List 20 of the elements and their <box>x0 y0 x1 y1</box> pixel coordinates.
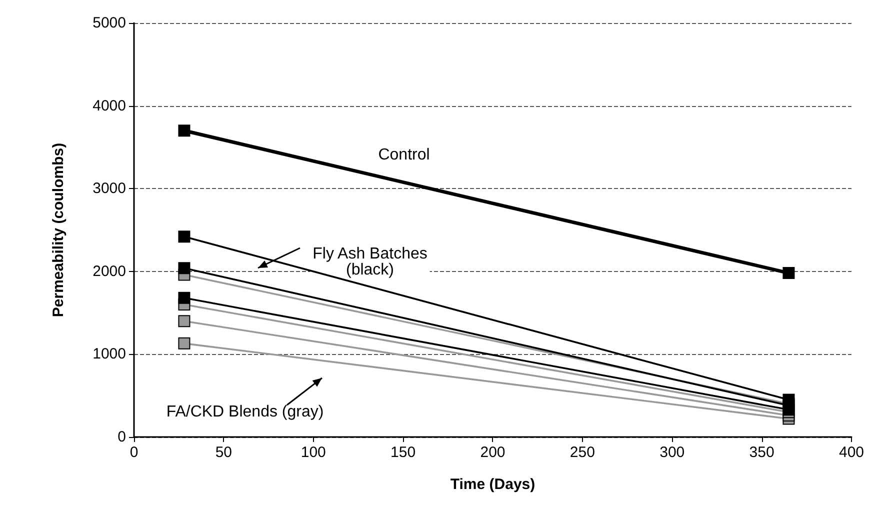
x-tick-label: 50 <box>215 444 232 461</box>
x-tick-label: 400 <box>838 444 864 461</box>
x-tick-label: 100 <box>300 444 326 461</box>
x-tick-label: 150 <box>390 444 416 461</box>
y-tick-label: 4000 <box>92 97 126 114</box>
annotation: Control <box>378 146 430 164</box>
x-tick-label: 250 <box>570 444 595 461</box>
x-axis-title: Time (Days) <box>450 476 536 493</box>
y-tick-label: 2000 <box>92 262 126 280</box>
annotation: FA/CKD Blends (gray) <box>166 404 324 420</box>
x-tick-label: 200 <box>480 444 506 461</box>
x-tick-label: 0 <box>130 444 138 461</box>
y-tick-label: 3000 <box>92 180 126 198</box>
x-tick-label: 350 <box>749 444 774 461</box>
y-tick-label: 5000 <box>92 14 126 32</box>
y-tick-label: 0 <box>118 428 126 446</box>
x-tick-label: 300 <box>660 444 685 461</box>
y-tick-label: 1000 <box>92 346 126 363</box>
y-axis-title: Permeability (coulombs) <box>50 142 67 318</box>
annotation: Fly Ash Batches (black) <box>312 246 428 278</box>
